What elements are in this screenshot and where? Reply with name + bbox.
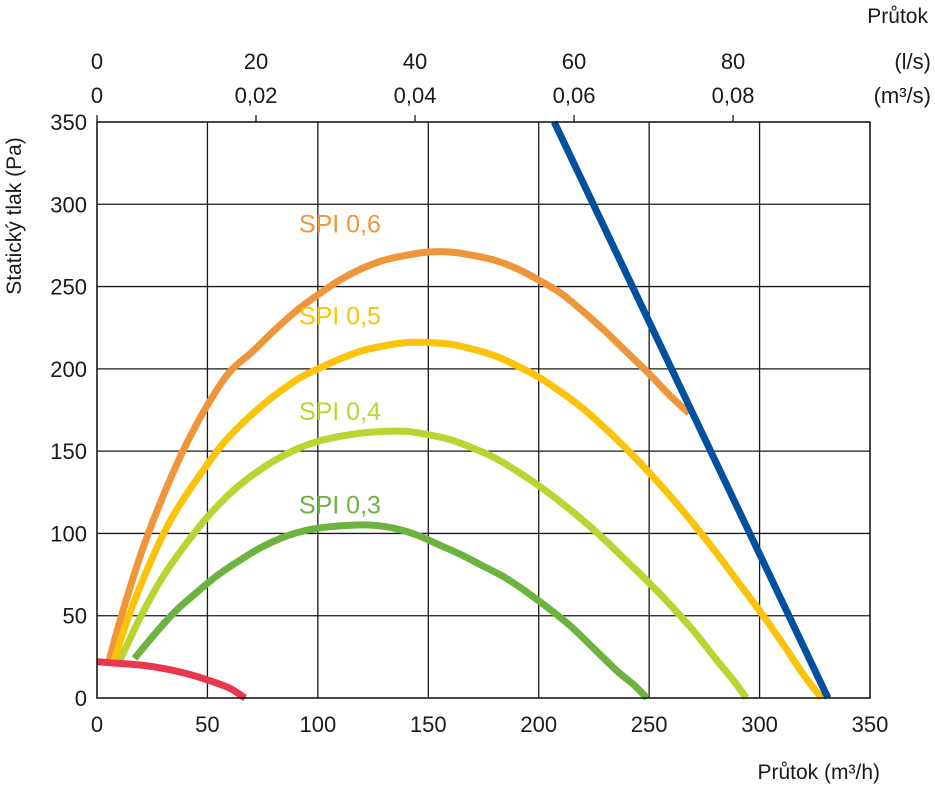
- series-line-spi-0-3: [131, 521, 650, 701]
- series-label-spi-0-6: SPI 0,6: [299, 210, 381, 238]
- x-tick-label: 300: [741, 712, 778, 737]
- y-tick-label: 350: [50, 110, 87, 135]
- plot-frame: [96, 115, 871, 699]
- top-tick-label-ls: 40: [403, 49, 427, 74]
- series-label-spi-0-3: SPI 0,3: [299, 492, 381, 520]
- x-tick-label: 100: [299, 712, 336, 737]
- y-tick-label: 100: [50, 521, 87, 546]
- x-tick-label: 250: [631, 712, 668, 737]
- series-line-curve-4: [96, 658, 247, 701]
- top-tick-label-ls: 0: [91, 49, 103, 74]
- top-tick-label-m3s: 0,04: [394, 83, 437, 108]
- series-line-curve-5: [551, 120, 832, 700]
- y-tick-label: 300: [50, 192, 87, 217]
- y-tick-label: 0: [75, 686, 87, 711]
- series-line-spi-0-5: [109, 338, 825, 701]
- series-label-spi-0-4: SPI 0,4: [299, 398, 381, 426]
- x-tick-label: 200: [520, 712, 557, 737]
- secondary-x-axis-unit-m3s: (m³/s): [874, 83, 931, 108]
- y-tick-label: 250: [50, 275, 87, 300]
- y-tick-label: 150: [50, 439, 87, 464]
- top-tick-label-ls: 60: [562, 49, 586, 74]
- x-tick-label: 350: [852, 712, 889, 737]
- grid-lines: [97, 122, 870, 698]
- x-tick-label: 50: [195, 712, 219, 737]
- plot-border: [96, 121, 871, 699]
- y-axis-title: Statický tlak (Pa): [3, 137, 26, 295]
- top-tick-label-ls: 20: [244, 49, 268, 74]
- top-tick-label-m3s: 0: [91, 83, 103, 108]
- tick-labels: 0 50 100 150 200 250 300 3500501001502002503003…: [50, 49, 888, 737]
- series-line-spi-0-4: [115, 427, 750, 701]
- y-tick-label: 200: [50, 357, 87, 382]
- x-tick-label: 0: [91, 712, 103, 737]
- series-labels: SPI 0,6 SPI 0,5 SPI 0,4 SPI 0,3: [299, 210, 381, 519]
- top-tick-label-ls: 80: [721, 49, 745, 74]
- series-line-spi-0-6: [104, 248, 692, 667]
- secondary-x-axis-unit-ls: (l/s): [894, 49, 931, 74]
- top-tick-label-m3s: 0,06: [553, 83, 596, 108]
- top-tick-label-m3s: 0,08: [712, 83, 755, 108]
- y-tick-label: 50: [63, 604, 87, 629]
- series-label-spi-0-5: SPI 0,5: [299, 302, 381, 330]
- series-curves: [96, 120, 832, 701]
- secondary-x-axis-title: Průtok: [867, 5, 928, 28]
- x-axis-title: Průtok (m³/h): [757, 761, 880, 784]
- x-tick-label: 150: [410, 712, 447, 737]
- top-tick-label-m3s: 0,02: [235, 83, 278, 108]
